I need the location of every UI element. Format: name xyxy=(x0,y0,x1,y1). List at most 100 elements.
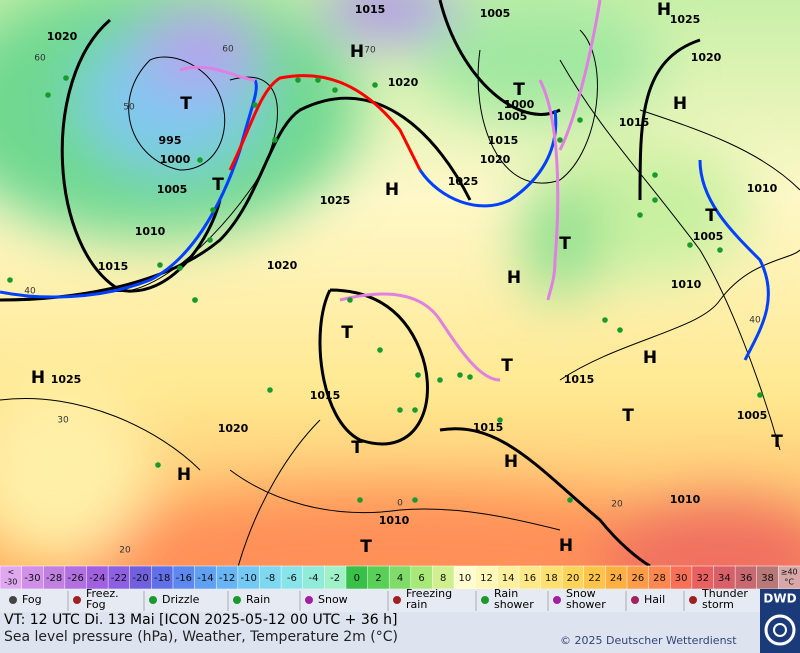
pressure-center: H xyxy=(673,94,687,114)
weather-symbol xyxy=(652,197,658,203)
isobar-label: 1020 xyxy=(480,153,511,166)
isobar-label: 1010 xyxy=(671,278,702,291)
scale-label: -4 xyxy=(309,573,319,584)
scale-label: 2 xyxy=(375,573,381,584)
scale-label: -8 xyxy=(265,573,275,584)
isobar-label: 1020 xyxy=(218,422,249,435)
pressure-center: T xyxy=(341,323,353,343)
footer-background xyxy=(0,612,800,653)
scale-label: 32 xyxy=(696,573,709,584)
isobar-label: 1005 xyxy=(737,409,768,422)
isobar-label: 1010 xyxy=(379,514,410,527)
scale-label: 4 xyxy=(397,573,403,584)
scale-label: -6 xyxy=(287,573,297,584)
scale-label: -14 xyxy=(197,573,213,584)
isobar-label: 1025 xyxy=(320,194,351,207)
isobar-label: 1000 xyxy=(504,98,535,111)
pressure-center: H xyxy=(177,465,191,485)
temperature-label: 60 xyxy=(222,45,234,55)
isobar-label: 1005 xyxy=(480,7,511,20)
scale-label: 16 xyxy=(523,573,536,584)
legend-icon xyxy=(631,596,639,604)
weather-symbol xyxy=(415,372,421,378)
weather-symbol xyxy=(567,497,573,503)
scale-label: 22 xyxy=(588,573,601,584)
scale-label: 0 xyxy=(354,573,360,584)
weather-symbol xyxy=(557,137,563,143)
pressure-center: H xyxy=(350,42,364,62)
weather-symbol xyxy=(412,407,418,413)
scale-label: -10 xyxy=(240,573,256,584)
pressure-center: H xyxy=(643,348,657,368)
legend-label: Hail xyxy=(644,593,665,606)
pressure-center: T xyxy=(501,356,513,376)
isobar-label: 1020 xyxy=(388,76,419,89)
weather-symbol xyxy=(717,247,723,253)
weather-symbol xyxy=(272,137,278,143)
temperature-labels: 60 60 70 50 40 30 20 0 20 40 xyxy=(24,45,761,556)
weather-symbol xyxy=(637,212,643,218)
weather-symbol xyxy=(602,317,608,323)
isobar-label: 1010 xyxy=(670,493,701,506)
temperature-label: 30 xyxy=(57,416,69,426)
isobar-label: 1015 xyxy=(619,116,650,129)
weather-symbol xyxy=(197,157,203,163)
legend-label: Freezing xyxy=(406,587,452,600)
scale-label: -30 xyxy=(4,578,17,587)
weather-symbol xyxy=(192,297,198,303)
isobar-label: 1025 xyxy=(670,13,701,26)
pressure-center: T xyxy=(705,206,717,226)
isobar-label: 1015 xyxy=(355,3,386,16)
isobar-label: 1010 xyxy=(135,225,166,238)
scale-label: -12 xyxy=(219,573,235,584)
scale-label: 28 xyxy=(653,573,666,584)
legend-label: Snow xyxy=(318,593,348,606)
weather-symbols xyxy=(7,75,763,503)
isobar-label: 1015 xyxy=(98,260,129,273)
description: Sea level pressure (hPa), Weather, Tempe… xyxy=(4,629,398,645)
weather-symbol xyxy=(7,277,13,283)
weather-symbol xyxy=(412,497,418,503)
weather-symbol xyxy=(45,92,51,98)
scale-label: 34 xyxy=(718,573,731,584)
pressure-center: T xyxy=(559,234,571,254)
weather-symbol xyxy=(457,372,463,378)
weather-symbol xyxy=(357,497,363,503)
legend-icon xyxy=(393,596,401,604)
weather-symbol xyxy=(347,297,353,303)
scale-label: < xyxy=(7,568,14,577)
scale-label: 20 xyxy=(567,573,580,584)
legend-icon xyxy=(9,596,17,604)
weather-symbol xyxy=(617,327,623,333)
scale-label: 18 xyxy=(545,573,558,584)
valid-time: VT: 12 UTC Di. 13 Mai [ICON 2025-05-12 0… xyxy=(4,612,397,628)
logo-text: DWD xyxy=(763,592,796,606)
weather-symbol xyxy=(295,77,301,83)
temperature-label: 0 xyxy=(397,499,403,509)
legend-icon xyxy=(305,596,313,604)
legend-label: rain xyxy=(406,598,427,611)
weather-symbol xyxy=(207,237,213,243)
isobar-label: 1025 xyxy=(448,175,479,188)
legend-label: storm xyxy=(702,598,734,611)
scale-label: 36 xyxy=(740,573,753,584)
pressure-center: H xyxy=(385,180,399,200)
scale-label: -26 xyxy=(68,573,84,584)
legend-label: Fog xyxy=(22,593,42,606)
scale-label: -28 xyxy=(46,573,62,584)
scale-label: 8 xyxy=(440,573,446,584)
pressure-centers: H T T H T H H T T H T H H T T T H H T H T xyxy=(31,0,783,557)
temperature-label: 20 xyxy=(119,546,131,556)
isobar-label: 1020 xyxy=(267,259,298,272)
temperature-label: 50 xyxy=(123,103,135,113)
isobar-label: 1025 xyxy=(51,373,82,386)
copyright: © 2025 Deutscher Wetterdienst xyxy=(560,634,737,647)
isobar-label: 1020 xyxy=(691,51,722,64)
scale-label: -30 xyxy=(24,573,40,584)
isobar-label: 995 xyxy=(159,134,182,147)
scale-label: -20 xyxy=(132,573,148,584)
isobar-label: 1015 xyxy=(564,373,595,386)
